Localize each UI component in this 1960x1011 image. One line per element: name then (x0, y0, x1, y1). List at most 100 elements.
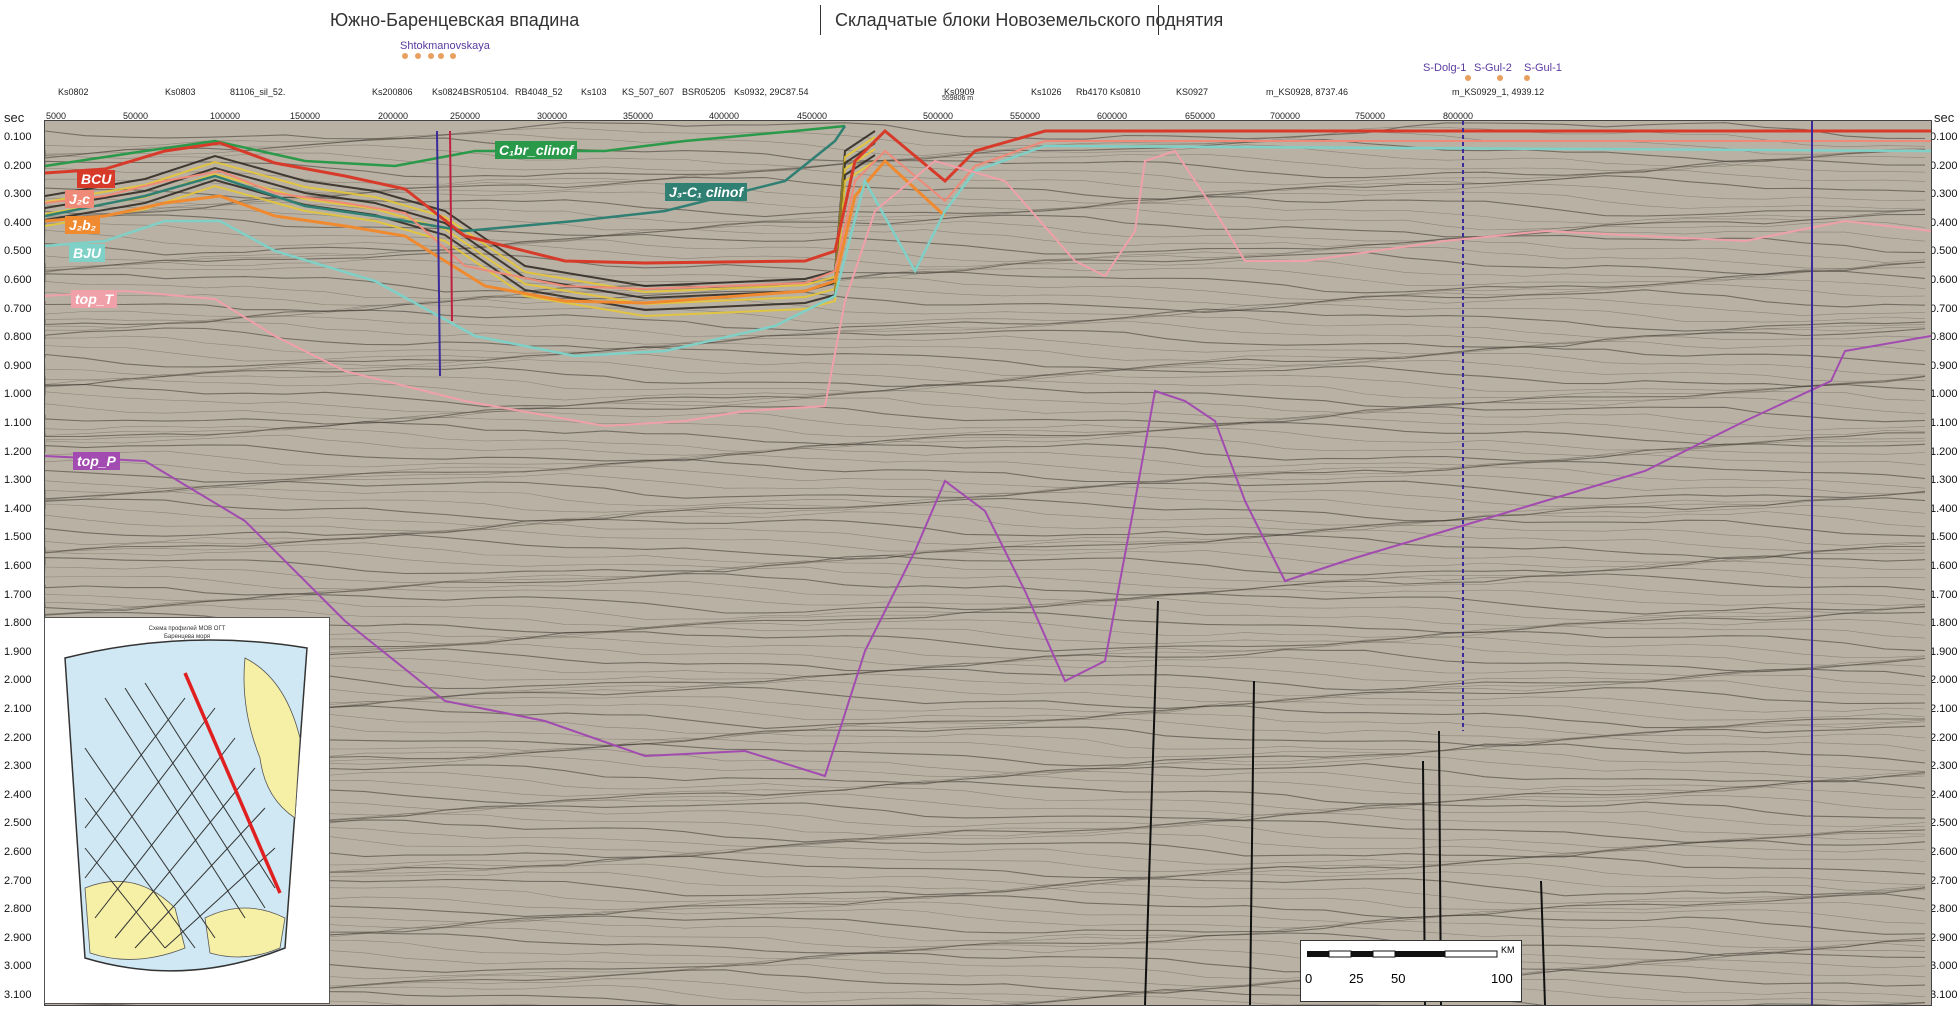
seismic-reflector (45, 580, 1926, 602)
time-tick-label: 0.300 (1930, 188, 1958, 201)
time-tick-label: 1.900 (4, 645, 32, 658)
seismic-reflector (45, 137, 1926, 162)
seismic-reflector (45, 453, 1926, 476)
horizon-label-j2c: J₂c (65, 190, 94, 208)
horizon-j3-c1-clinof (45, 125, 847, 233)
seismic-reflector (45, 656, 1926, 677)
seismic-reflector (45, 244, 1926, 270)
horizon-c1br-clinof (45, 124, 846, 168)
time-tick-label: 1.700 (1930, 588, 1958, 601)
profile-label: Ks0803 (165, 87, 196, 97)
seismic-reflector (45, 282, 1926, 306)
scale-label: 25 (1349, 971, 1364, 986)
seismic-reflector (45, 573, 1926, 596)
time-tick-label: 2.500 (4, 817, 32, 830)
profile-label: BSR05104. (463, 87, 510, 97)
inset-title: Схема профилей МОВ ОГТ Баренцева моря (45, 625, 329, 641)
horizon-bcu (45, 128, 1931, 265)
seismic-reflector (45, 554, 1926, 576)
time-tick-label: 0.900 (1930, 359, 1958, 372)
scale-unit: KM (1501, 945, 1515, 955)
time-tick-label: 2.000 (1930, 674, 1958, 687)
seismic-reflector (45, 126, 1926, 148)
profile-label: m_KS0929_1, 4939.12 (1452, 87, 1545, 97)
time-tick-label: 2.300 (4, 760, 32, 773)
seismic-reflector (45, 220, 1926, 243)
horizon-label-j2b2: J₂b₂ (65, 216, 101, 234)
time-tick-label: 1.000 (4, 388, 32, 401)
seismic-reflector (45, 377, 1926, 401)
distance-tick-label: 100000 (210, 111, 241, 121)
profile-label: Ks0932, 29C87.54 (734, 87, 809, 97)
distance-tick-label: 550000 (1010, 111, 1041, 121)
inset-map-drawing (64, 639, 308, 972)
time-tick-label: 0.700 (1930, 302, 1958, 315)
time-tick-label: 2.000 (4, 674, 32, 687)
inset-title-line1: Схема профилей МОВ ОГТ (148, 626, 226, 632)
profile-label: Ks103 (581, 87, 607, 97)
seismic-reflector (45, 121, 1926, 140)
distance-tick-label: 650000 (1185, 111, 1216, 121)
profile-label: Ks1026 (1031, 87, 1062, 97)
time-tick-label: 0.200 (1930, 159, 1958, 172)
time-tick-label: 0.500 (1930, 245, 1958, 258)
well-marker (1497, 75, 1503, 81)
horizon-label-c1br-clinof: C₁br_clinof (495, 141, 578, 159)
time-tick-label: 2.700 (1930, 874, 1958, 887)
seismic-reflector (45, 593, 1926, 615)
region-title-novaya-zemlya: Складчатые блоки Новоземельского подняти… (835, 10, 1224, 30)
scale-label: 100 (1491, 971, 1513, 986)
seismic-reflector (45, 397, 1926, 420)
inset-title-line2: Баренцева моря (163, 634, 211, 640)
profile-label: KS_507_607 (622, 87, 675, 97)
horizon-bju (45, 144, 1931, 358)
seismic-reflector (45, 207, 1926, 231)
seismic-reflector (45, 352, 1926, 376)
seismic-reflector (45, 443, 1926, 462)
horizon-top-t (45, 149, 1931, 428)
profile-label: KS0927 (1176, 87, 1209, 97)
horizon-label-j3-c1-clinof: J₃-C₁ clinof (665, 183, 748, 201)
distance-tick-label: 450000 (797, 111, 828, 121)
distance-tick-label: 300000 (537, 111, 568, 121)
distance-tick-label: 600000 (1097, 111, 1128, 121)
time-tick-label: 1.000 (1930, 388, 1958, 401)
time-tick-label: 2.400 (4, 788, 32, 801)
well-marker (402, 53, 408, 59)
profile-label: Ks200806 (372, 87, 413, 97)
horizon-label-bcu: BCU (77, 170, 116, 188)
time-tick-label: 1.600 (4, 560, 32, 572)
time-tick-label: 0.600 (1930, 274, 1958, 286)
distance-tick-label: 750000 (1355, 111, 1386, 121)
seismic-reflector (45, 588, 1926, 607)
time-tick-label: 3.000 (1930, 960, 1958, 973)
map-profile-grid (84, 682, 276, 949)
seismic-reflector (45, 448, 1926, 468)
scale-graphic (1307, 950, 1498, 958)
well-label-s-gul-1: S-Gul-1 (1524, 62, 1562, 74)
seismic-reflector (45, 518, 1926, 537)
seismic-reflector (45, 473, 1926, 495)
well-label-s-dolg-1: S-Dolg-1 (1423, 62, 1467, 74)
region-title-south-barents: Южно-Баренцевская впадина (330, 10, 580, 30)
seismic-reflector (45, 383, 1926, 408)
fault-line (1249, 680, 1255, 1005)
intersecting-profiles-row: Ks0802 Ks0803 81106_sil_52. Ks200806 Ks0… (0, 87, 1960, 103)
time-tick-label: 2.600 (1930, 846, 1958, 858)
distance-tick-label: 5000 (46, 111, 67, 121)
well-trajectory (436, 130, 441, 377)
time-tick-label: 0.800 (1930, 331, 1958, 344)
time-tick-label: 2.100 (1930, 703, 1958, 715)
time-tick-label: 0.800 (4, 331, 32, 344)
distance-tick-label: 700000 (1270, 111, 1301, 121)
time-tick-label: 3.100 (1930, 989, 1958, 1001)
region-separator (1158, 5, 1159, 35)
time-tick-label: 0.900 (4, 359, 32, 372)
horizon-j2b2 (45, 158, 947, 305)
seismic-reflector (45, 346, 1926, 370)
seismic-reflector (45, 169, 1926, 194)
map-profile-highlight (183, 672, 282, 894)
seismic-reflector (45, 213, 1926, 238)
well-label-s-gul-2: S-Gul-2 (1474, 62, 1512, 74)
seismic-reflector (45, 238, 1926, 263)
